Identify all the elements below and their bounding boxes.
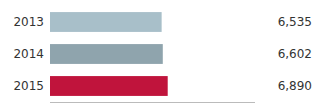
category-label: 2015 [13,79,44,93]
data-label: 6,602 [278,47,312,61]
x-axis-line [50,102,255,103]
bar [50,12,162,32]
data-label: 6,535 [278,15,312,29]
bar [50,44,163,64]
bar [50,76,168,96]
bars [50,12,168,96]
category-label: 2014 [13,47,44,61]
category-label: 2013 [13,15,44,29]
data-label: 6,890 [278,79,312,93]
chart: 2013 6,535 2014 6,602 2015 6,890 [0,0,320,110]
